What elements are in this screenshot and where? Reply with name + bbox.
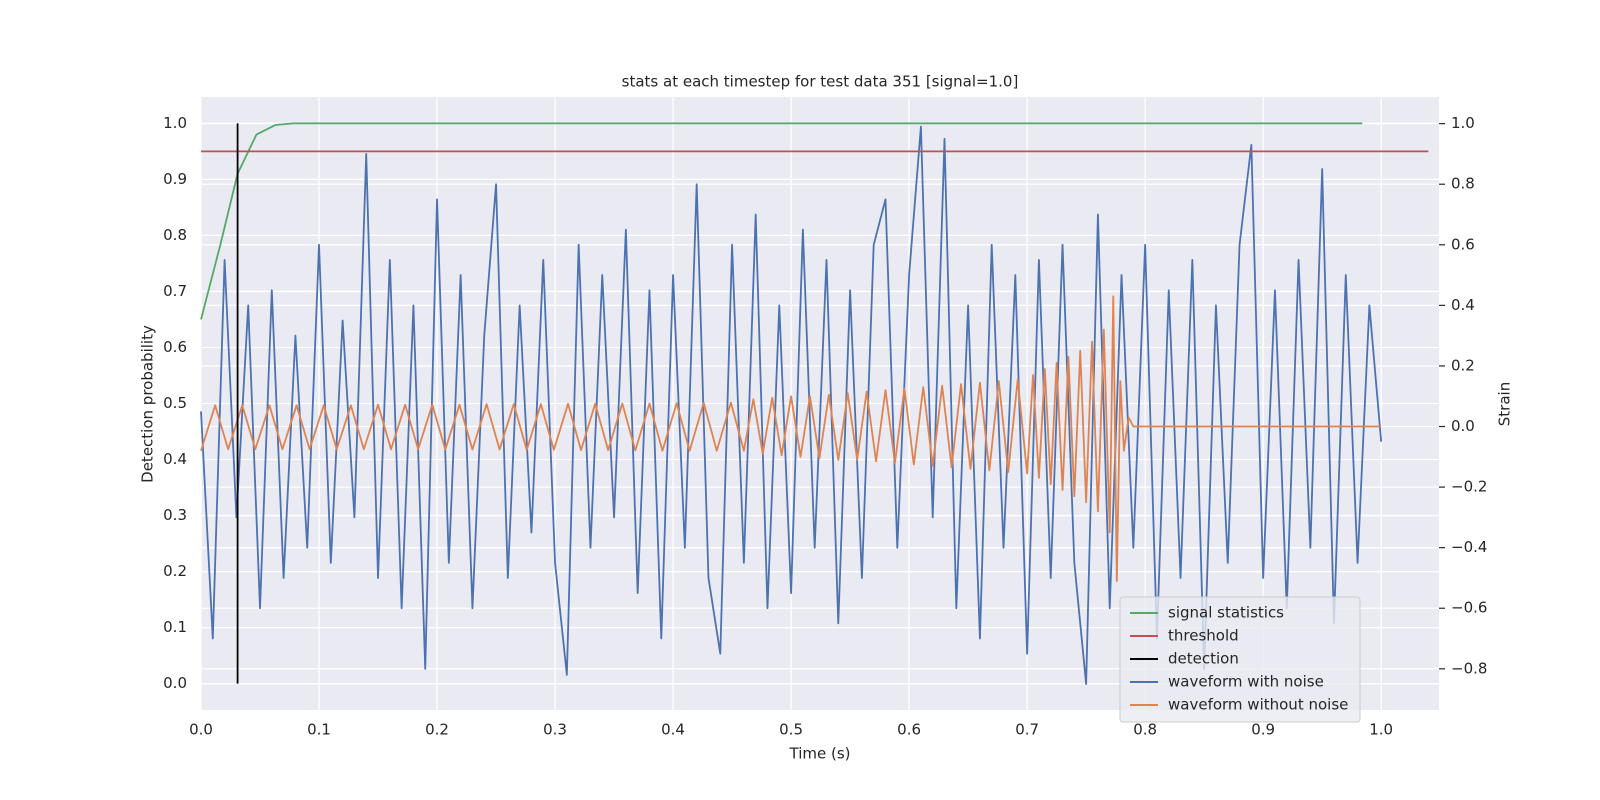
legend-label: signal statistics bbox=[1168, 604, 1284, 622]
x-axis-label: Time (s) bbox=[789, 745, 851, 763]
x-tick-label: 0.1 bbox=[307, 721, 331, 739]
y-tick-label: 0.3 bbox=[163, 506, 187, 524]
x-tick-label: 0.8 bbox=[1133, 721, 1157, 739]
y-tick-label: 0.0 bbox=[163, 674, 187, 692]
x-tick-label: 0.3 bbox=[543, 721, 567, 739]
y2-tick-label: −0.4 bbox=[1451, 538, 1487, 556]
y-tick-label: 0.2 bbox=[163, 562, 187, 580]
y-tick-label: 0.4 bbox=[163, 450, 187, 468]
series-line bbox=[200, 122, 1363, 320]
y2-tick-label: 1.0 bbox=[1451, 114, 1475, 132]
legend: signal statistics threshold detection wavef… bbox=[1119, 596, 1361, 723]
legend-box bbox=[1119, 596, 1361, 723]
y2-tick-label: 0.2 bbox=[1451, 356, 1475, 374]
legend-label: waveform without noise bbox=[1168, 696, 1348, 714]
y2-axis-label: Strain bbox=[1496, 382, 1514, 426]
y2-tick-label: 0.4 bbox=[1451, 296, 1475, 314]
x-tick-label: 0.0 bbox=[189, 721, 213, 739]
y-tick-label: 0.6 bbox=[163, 338, 187, 356]
x-tick-label: 0.7 bbox=[1015, 721, 1039, 739]
y2-tick-label: 0.6 bbox=[1451, 235, 1475, 253]
y-axis-label: Detection probability bbox=[139, 325, 157, 483]
y-tick-label: 0.1 bbox=[163, 618, 187, 636]
y-tick-label: 0.7 bbox=[163, 282, 187, 300]
legend-label: detection bbox=[1168, 650, 1239, 668]
x-tick-label: 0.5 bbox=[779, 721, 803, 739]
y2-tick-label: −0.2 bbox=[1451, 478, 1487, 496]
series-line bbox=[200, 125, 1383, 685]
legend-label: threshold bbox=[1168, 627, 1239, 645]
x-tick-label: 0.4 bbox=[661, 721, 685, 739]
y-tick-label: 0.5 bbox=[163, 394, 187, 412]
x-tick-label: 0.9 bbox=[1251, 721, 1275, 739]
y2-tick-label: −0.8 bbox=[1451, 659, 1487, 677]
y-tick-label: 0.9 bbox=[163, 170, 187, 188]
x-tick-label: 0.2 bbox=[425, 721, 449, 739]
y2-tick-label: 0.0 bbox=[1451, 417, 1475, 435]
legend-label: waveform with noise bbox=[1168, 673, 1324, 691]
chart-title: stats at each timestep for test data 351… bbox=[622, 73, 1019, 91]
y-tick-label: 1.0 bbox=[163, 114, 187, 132]
y-tick-label: 0.8 bbox=[163, 226, 187, 244]
x-tick-label: 0.6 bbox=[897, 721, 921, 739]
y2-tick-label: 0.8 bbox=[1451, 175, 1475, 193]
x-tick-label: 1.0 bbox=[1369, 721, 1393, 739]
series-line bbox=[200, 295, 1382, 582]
y2-tick-label: −0.6 bbox=[1451, 599, 1487, 617]
